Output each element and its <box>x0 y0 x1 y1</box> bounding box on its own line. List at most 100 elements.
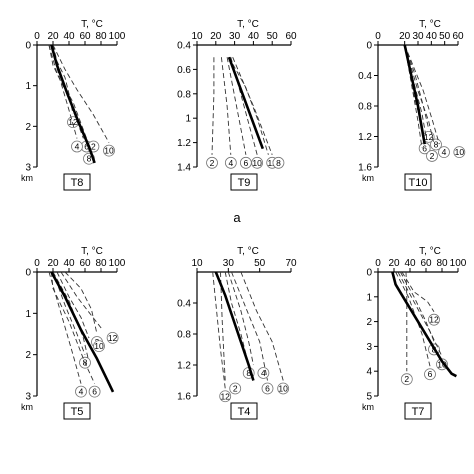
series-marker <box>75 385 87 398</box>
mean-profile-line <box>50 44 96 164</box>
y-tick-label: 1 <box>25 81 31 92</box>
y-axis-title: km <box>362 402 374 412</box>
y-tick-label: 3 <box>25 163 31 174</box>
series-marker <box>272 156 285 169</box>
series-marker <box>257 367 270 379</box>
series-label: 2 <box>430 151 435 161</box>
panel-label-box <box>404 173 432 191</box>
well-profile-line <box>404 44 430 130</box>
x-tick-label: 30 <box>223 258 235 269</box>
well-profile-line <box>404 44 423 148</box>
series-marker <box>219 390 232 403</box>
series-label: 6 <box>244 158 249 168</box>
y-tick-label: 0 <box>25 41 31 52</box>
y-tick-label: 0 <box>366 268 372 279</box>
x-tick-label: 0 <box>34 31 40 42</box>
panel-label-box <box>63 402 91 420</box>
series-label: 4 <box>442 147 447 157</box>
series-marker <box>71 140 83 153</box>
x-tick-label: 40 <box>426 31 438 42</box>
x-axis-title: T, °C <box>419 19 441 30</box>
y-tick-label: 0.4 <box>177 41 191 52</box>
well-profile-line <box>56 271 90 339</box>
x-tick-label: 20 <box>210 31 222 42</box>
x-tick-label: 50 <box>254 258 266 269</box>
panel-label: T9 <box>238 177 251 189</box>
y-tick-label: 0 <box>366 41 372 52</box>
y-tick-label: 1.6 <box>177 392 191 403</box>
y-tick-label: 0.6 <box>177 65 191 76</box>
series-label: 12 <box>424 132 434 142</box>
x-tick-label: 80 <box>95 31 107 42</box>
series-label: 6 <box>428 369 433 379</box>
panel-label-box <box>63 173 91 191</box>
y-tick-label: 4 <box>366 367 372 378</box>
x-tick-label: 40 <box>248 31 260 42</box>
series-label: 10 <box>278 384 288 394</box>
x-tick-label: 60 <box>452 31 464 42</box>
x-axis-title: T, °C <box>81 19 103 30</box>
series-label: 12 <box>220 391 230 401</box>
series-label: 12 <box>429 315 439 325</box>
well-profile-line <box>404 44 440 145</box>
y-tick-label: 5 <box>366 392 372 403</box>
y-tick-label: 2 <box>25 122 31 133</box>
mean-profile-line <box>403 44 426 145</box>
x-tick-label: 40 <box>63 258 75 269</box>
y-tick-label: 1.2 <box>177 361 191 372</box>
mean-profile-line <box>227 56 265 150</box>
panel-label: T10 <box>409 177 428 189</box>
x-tick-label: 20 <box>47 31 59 42</box>
x-tick-label: 0 <box>375 31 381 42</box>
series-marker <box>93 340 105 353</box>
mean-profile-line <box>50 271 115 393</box>
mean-profile-line <box>214 271 255 381</box>
y-tick-label: 3 <box>366 342 372 353</box>
series-label: 6 <box>84 142 89 152</box>
series-marker <box>277 382 290 395</box>
y-tick-label: 0.4 <box>358 71 372 82</box>
x-tick-label: 0 <box>34 258 40 269</box>
panel-label: T7 <box>412 406 425 418</box>
series-label: 2 <box>210 158 215 168</box>
series-label: 8 <box>276 158 281 168</box>
x-tick-label: 10 <box>191 258 203 269</box>
y-axis-title: km <box>362 173 374 183</box>
panel-label-box <box>230 173 258 191</box>
panel-label: T4 <box>238 406 251 418</box>
series-marker <box>400 373 413 386</box>
x-tick-label: 100 <box>109 31 126 42</box>
x-axis-title: T, °C <box>419 246 441 257</box>
series-marker <box>453 146 466 159</box>
well-profile-line <box>227 271 254 366</box>
series-label: 2 <box>233 384 238 394</box>
y-tick-label: 0.8 <box>358 102 372 113</box>
x-tick-label: 60 <box>79 31 91 42</box>
series-label: 4 <box>75 142 80 152</box>
x-tick-label: 80 <box>95 258 107 269</box>
y-tick-label: 1.6 <box>358 163 372 174</box>
x-axis-title: T, °C <box>81 246 103 257</box>
panel-label: T8 <box>71 177 84 189</box>
series-label: 12 <box>108 333 118 343</box>
x-tick-label: 0 <box>375 258 381 269</box>
series-marker <box>103 144 115 157</box>
well-profile-line <box>60 271 103 331</box>
well-profile-line <box>48 271 82 384</box>
series-label: 6 <box>92 387 97 397</box>
y-tick-label: 0 <box>25 268 31 279</box>
series-marker <box>428 313 440 326</box>
y-axis-title: km <box>21 402 33 412</box>
y-tick-label: 0.4 <box>177 299 191 310</box>
x-tick-label: 40 <box>63 31 75 42</box>
y-tick-label: 1.2 <box>358 132 372 143</box>
y-tick-label: 3 <box>25 392 31 403</box>
well-profile-line <box>395 271 431 367</box>
well-profile-line <box>211 57 215 155</box>
x-tick-label: 100 <box>109 258 126 269</box>
x-tick-label: 80 <box>436 258 448 269</box>
